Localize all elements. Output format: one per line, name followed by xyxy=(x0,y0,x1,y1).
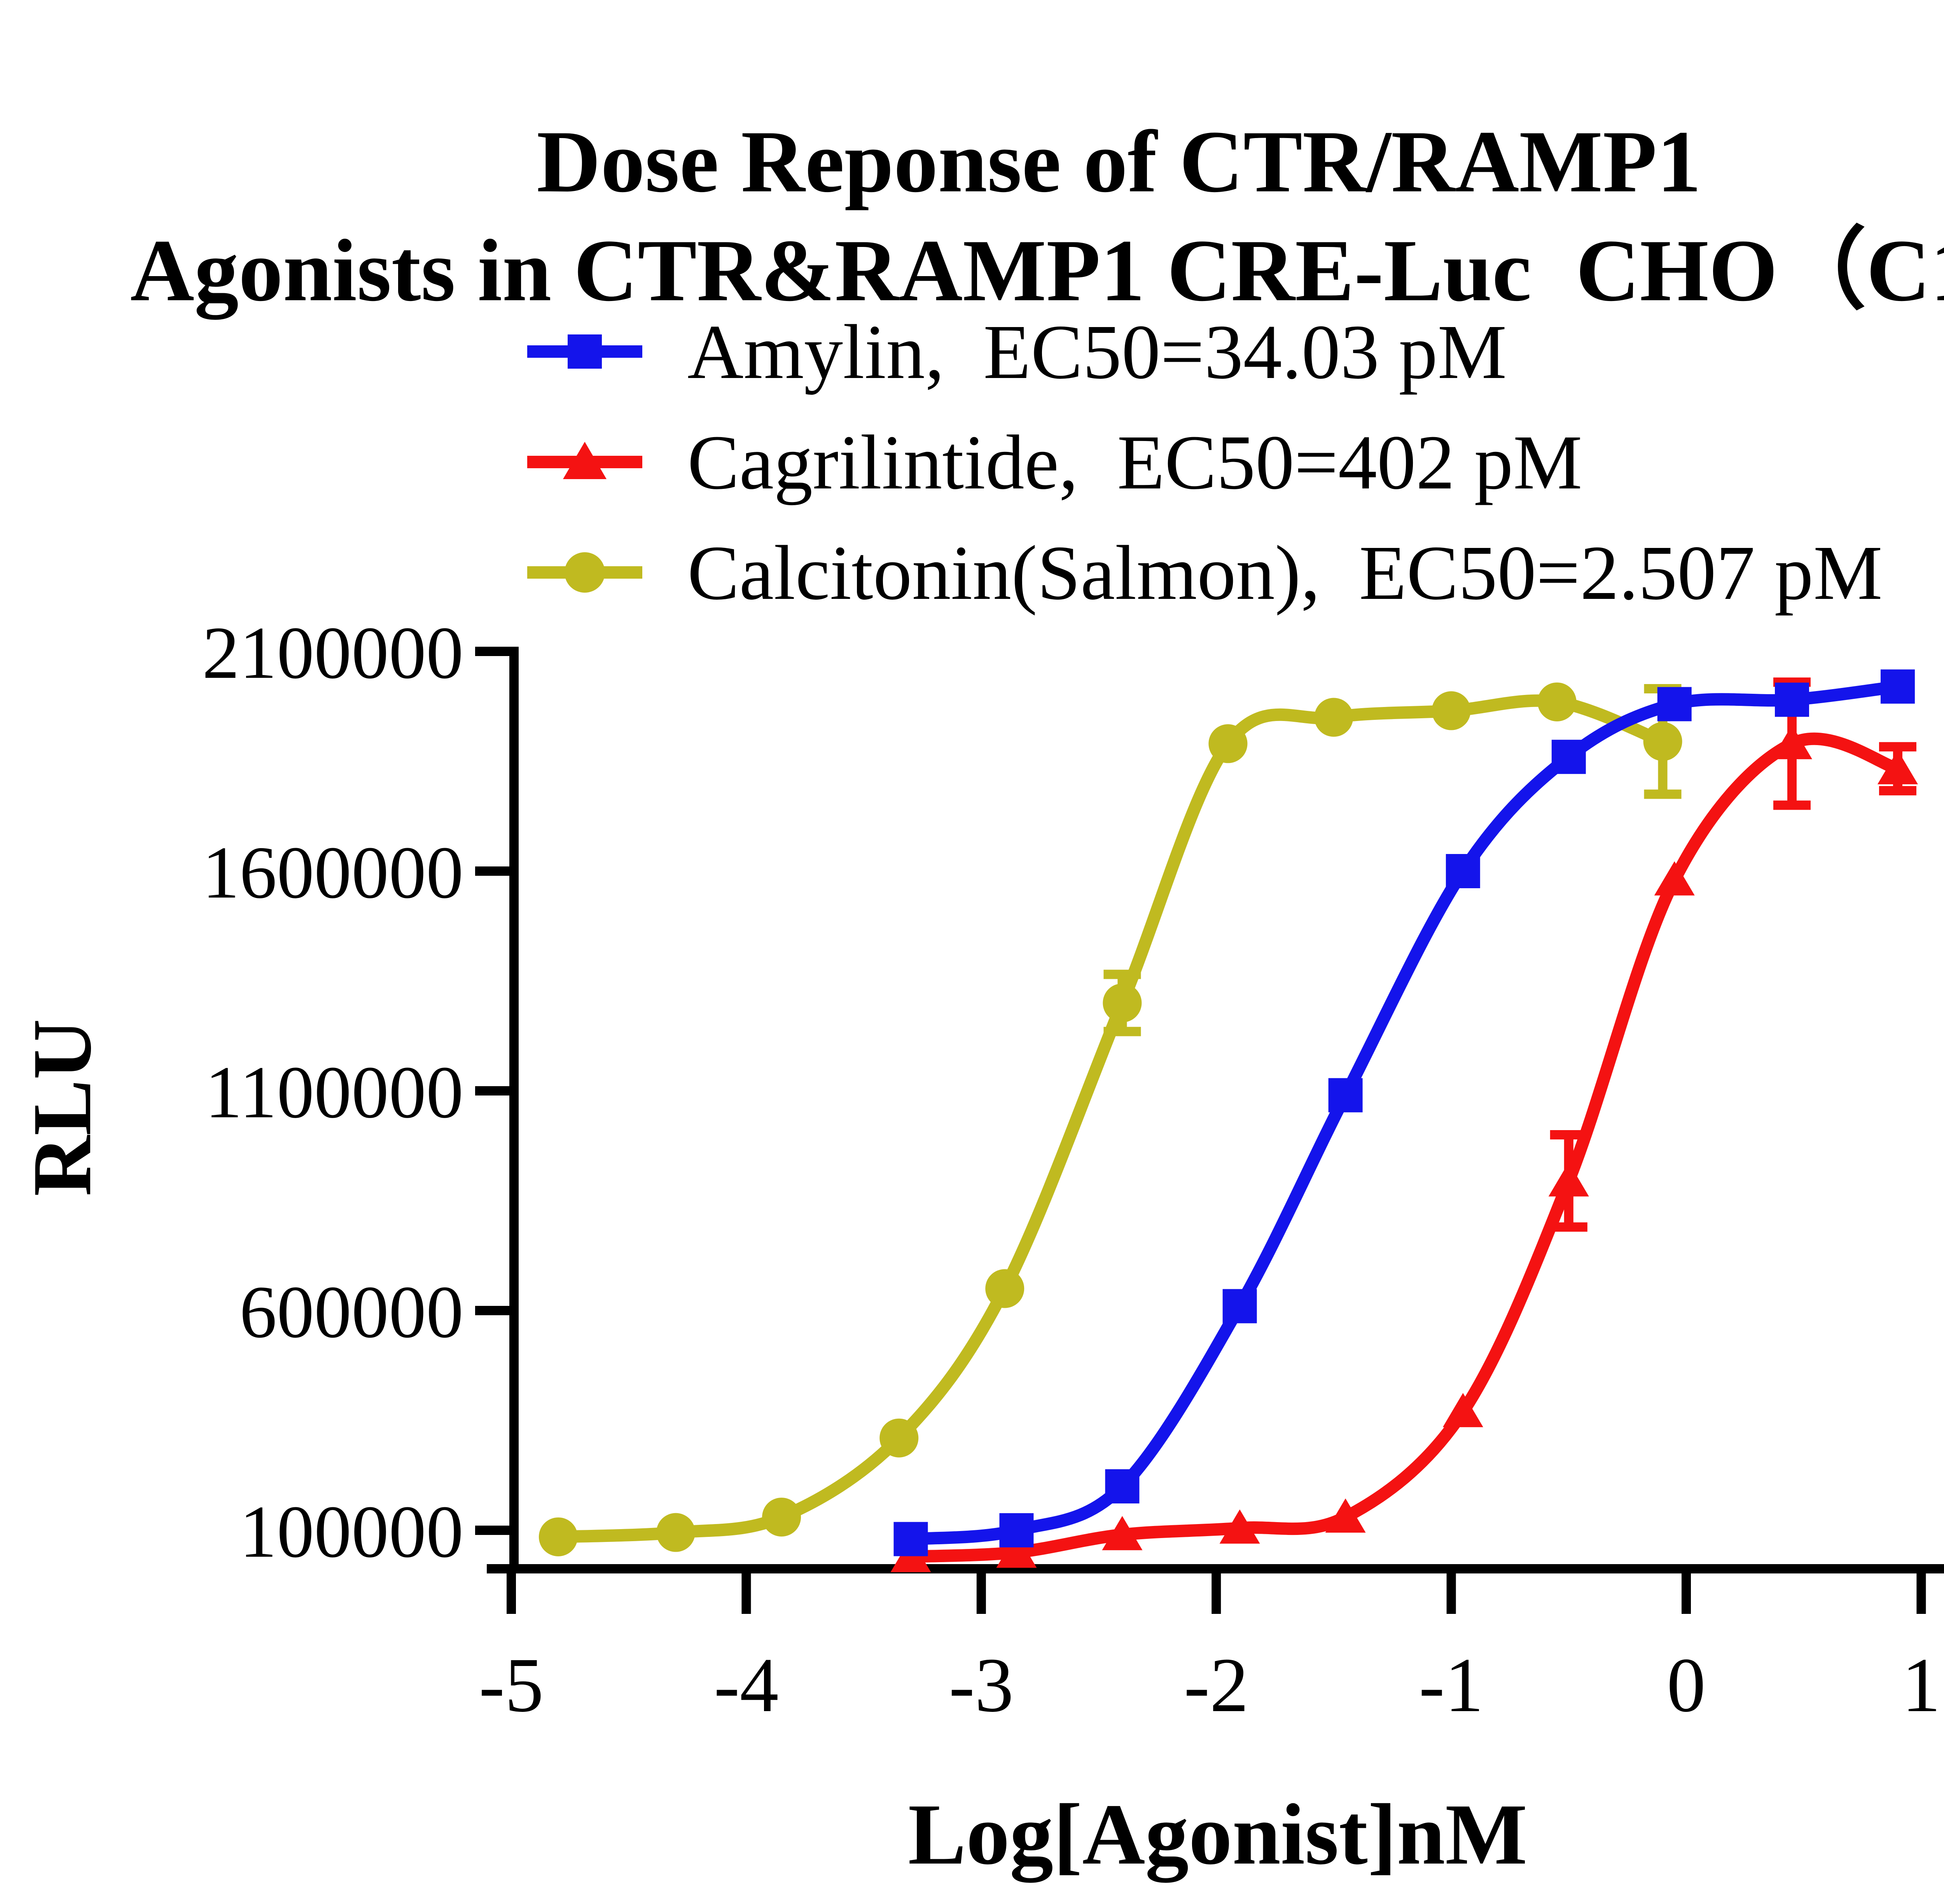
x-tick-label: -5 xyxy=(479,1642,544,1728)
data-point-triangle xyxy=(1442,1393,1483,1427)
data-point-circle xyxy=(1643,722,1682,761)
x-tick-label: 0 xyxy=(1667,1642,1706,1728)
x-axis-label: Log[Agonist]nM xyxy=(908,1786,1528,1883)
data-point-triangle xyxy=(1102,1516,1143,1550)
x-tick-label: 1 xyxy=(1902,1642,1941,1728)
x-tick-label: -2 xyxy=(1184,1642,1249,1728)
chart-title: Dose Reponse of CTR/RAMP1 Agonists in CTR… xyxy=(0,109,1944,325)
x-tick-label: -1 xyxy=(1419,1642,1484,1728)
data-point-triangle xyxy=(1771,725,1812,760)
data-point-circle xyxy=(538,1517,578,1556)
y-axis-label: RLU xyxy=(16,1019,108,1196)
data-point-square xyxy=(1774,682,1809,717)
y-tick-label: 2100000 xyxy=(202,611,463,694)
square-marker-icon xyxy=(527,334,642,368)
legend-label-amylin: Amylin, EC50=34.03 pM xyxy=(687,307,1507,394)
data-point-square xyxy=(1551,740,1586,774)
data-point-triangle xyxy=(1654,861,1695,896)
data-point-square xyxy=(1446,854,1480,888)
y-tick-label: 1100000 xyxy=(205,1051,463,1134)
legend-label-calcitonin: Calcitonin(Salmon), EC50=2.507 pM xyxy=(687,528,1883,615)
data-point-circle xyxy=(656,1513,696,1552)
data-point-triangle xyxy=(1877,750,1918,784)
x-tick-label: -4 xyxy=(714,1642,779,1728)
data-point-square xyxy=(1328,1078,1363,1113)
legend: Amylin, EC50=34.03 pM Cagrilintide, EC50… xyxy=(523,296,1883,627)
legend-item-calcitonin: Calcitonin(Salmon), EC50=2.507 pM xyxy=(523,516,1883,627)
data-point-circle xyxy=(1537,682,1577,721)
data-point-triangle xyxy=(1219,1509,1260,1544)
axes xyxy=(475,647,1944,1614)
data-point-square xyxy=(1657,687,1692,721)
legend-item-cagrilintide: Cagrilintide, EC50=402 pM xyxy=(523,406,1883,516)
data-point-triangle xyxy=(996,1533,1037,1568)
series-cagrilintide xyxy=(890,677,1918,1572)
y-tick-label: 100000 xyxy=(240,1490,463,1573)
data-point-circle xyxy=(1103,984,1142,1022)
data-point-circle xyxy=(879,1418,919,1458)
data-point-circle xyxy=(1314,698,1353,737)
data-point-triangle xyxy=(1548,1162,1589,1197)
data-point-circle xyxy=(1432,691,1471,730)
data-point-square xyxy=(1880,669,1915,704)
legend-label-cagrilintide: Cagrilintide, EC50=402 pM xyxy=(687,418,1582,505)
data-point-circle xyxy=(762,1498,801,1537)
legend-item-amylin: Amylin, EC50=34.03 pM xyxy=(523,296,1883,406)
data-point-square xyxy=(1105,1469,1140,1503)
x-tick-label: -3 xyxy=(949,1642,1014,1728)
data-point-circle xyxy=(985,1269,1024,1308)
data-point-square xyxy=(1222,1289,1257,1323)
data-point-triangle xyxy=(1325,1498,1366,1533)
tick-labels: -5 -4 -3 -2 -1 0 11000006000001100000160000021… xyxy=(202,611,1941,1728)
triangle-marker-icon xyxy=(527,441,642,478)
data-point-square xyxy=(999,1513,1034,1547)
fit-curve xyxy=(904,680,1904,1545)
data-point-square xyxy=(893,1522,928,1556)
circle-marker-icon xyxy=(527,551,642,592)
data-point-circle xyxy=(1208,724,1248,763)
series-amylin xyxy=(893,669,1915,1556)
y-tick-label: 600000 xyxy=(240,1270,463,1353)
chart-title-line2: Agonists in CTR&RAMP1 CRE-Luc CHO（C17） xyxy=(130,222,1944,320)
chart-title-line1: Dose Reponse of CTR/RAMP1 xyxy=(537,114,1701,212)
y-tick-label: 1600000 xyxy=(202,831,463,914)
